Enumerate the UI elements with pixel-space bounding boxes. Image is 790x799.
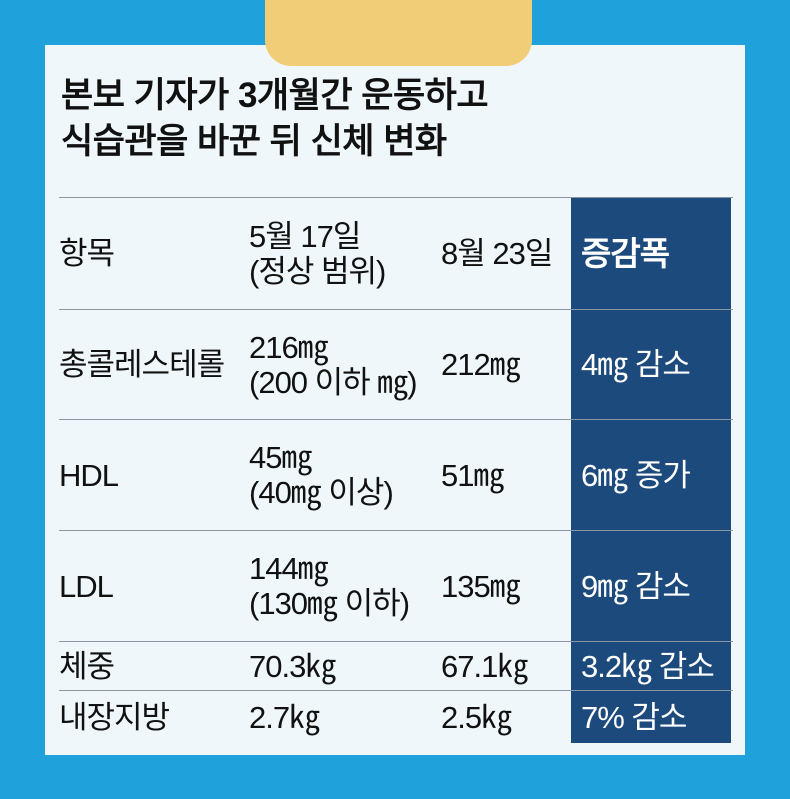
row-normal-range: (40㎎ 이상) [249, 475, 394, 510]
row-change: 6㎎ 증가 [581, 457, 691, 493]
row-change: 4㎎ 감소 [581, 347, 691, 382]
header-item: 항목 [59, 236, 115, 271]
row-item: 체중 [59, 648, 115, 684]
header-change: 증감폭 [581, 235, 670, 272]
row-before: 70.3㎏ [249, 648, 336, 684]
header-before-date: 5월 17일 [249, 218, 361, 254]
table-row: HDL 45㎎ (40㎎ 이상) 51㎎ 6㎎ 증가 [59, 420, 733, 531]
title-line-1: 본보 기자가 3개월간 운동하고 [61, 76, 489, 115]
row-after: 67.1㎏ [441, 648, 528, 684]
row-change: 7% 감소 [581, 699, 687, 735]
row-before: 45㎎ (40㎎ 이상) [249, 420, 441, 530]
row-after: 2.5㎏ [441, 699, 512, 735]
row-before: 216㎎ (200 이하 ㎎) [249, 310, 441, 419]
row-after: 135㎎ [441, 568, 521, 604]
row-change: 3.2㎏ 감소 [581, 648, 715, 684]
infographic-card: 본보 기자가 3개월간 운동하고 식습관을 바꾼 뒤 신체 변화 항목 5월 1… [45, 45, 745, 755]
row-item: HDL [59, 457, 119, 493]
change-column-highlight [571, 198, 731, 743]
row-before-value: 45㎎ [249, 440, 312, 475]
table-row: LDL 144㎎ (130㎎ 이하) 135㎎ 9㎎ 감소 [59, 531, 733, 642]
table-row: 총콜레스테롤 216㎎ (200 이하 ㎎) 212㎎ 4㎎ 감소 [59, 310, 733, 420]
row-item: LDL [59, 568, 114, 604]
header-after: 8월 23일 [441, 236, 553, 271]
table-row: 체중 70.3㎏ 67.1㎏ 3.2㎏ 감소 [59, 642, 733, 691]
top-tab-decoration [265, 0, 532, 66]
row-normal-range: (130㎎ 이하) [249, 586, 410, 621]
title-line-2: 식습관을 바꾼 뒤 신체 변화 [61, 122, 447, 161]
row-item: 내장지방 [59, 699, 170, 735]
row-before: 2.7㎏ [249, 699, 320, 735]
row-after: 212㎎ [441, 347, 521, 382]
row-change: 9㎎ 감소 [581, 568, 691, 604]
header-normal-range: (정상 범위) [249, 253, 386, 289]
infographic-title: 본보 기자가 3개월간 운동하고 식습관을 바꾼 뒤 신체 변화 [61, 73, 489, 165]
header-before: 5월 17일 (정상 범위) [249, 198, 441, 309]
row-before-value: 144㎎ [249, 551, 329, 586]
row-item: 총콜레스테롤 [59, 347, 225, 382]
row-normal-range: (200 이하 ㎎) [249, 364, 418, 400]
row-after: 51㎎ [441, 457, 504, 493]
table-header-row: 항목 5월 17일 (정상 범위) 8월 23일 증감폭 [59, 198, 733, 310]
table-top-border [59, 197, 733, 198]
row-before: 144㎎ (130㎎ 이하) [249, 531, 441, 641]
table-row: 내장지방 2.7㎏ 2.5㎏ 7% 감소 [59, 691, 733, 743]
row-before-value: 216㎎ [249, 329, 329, 365]
